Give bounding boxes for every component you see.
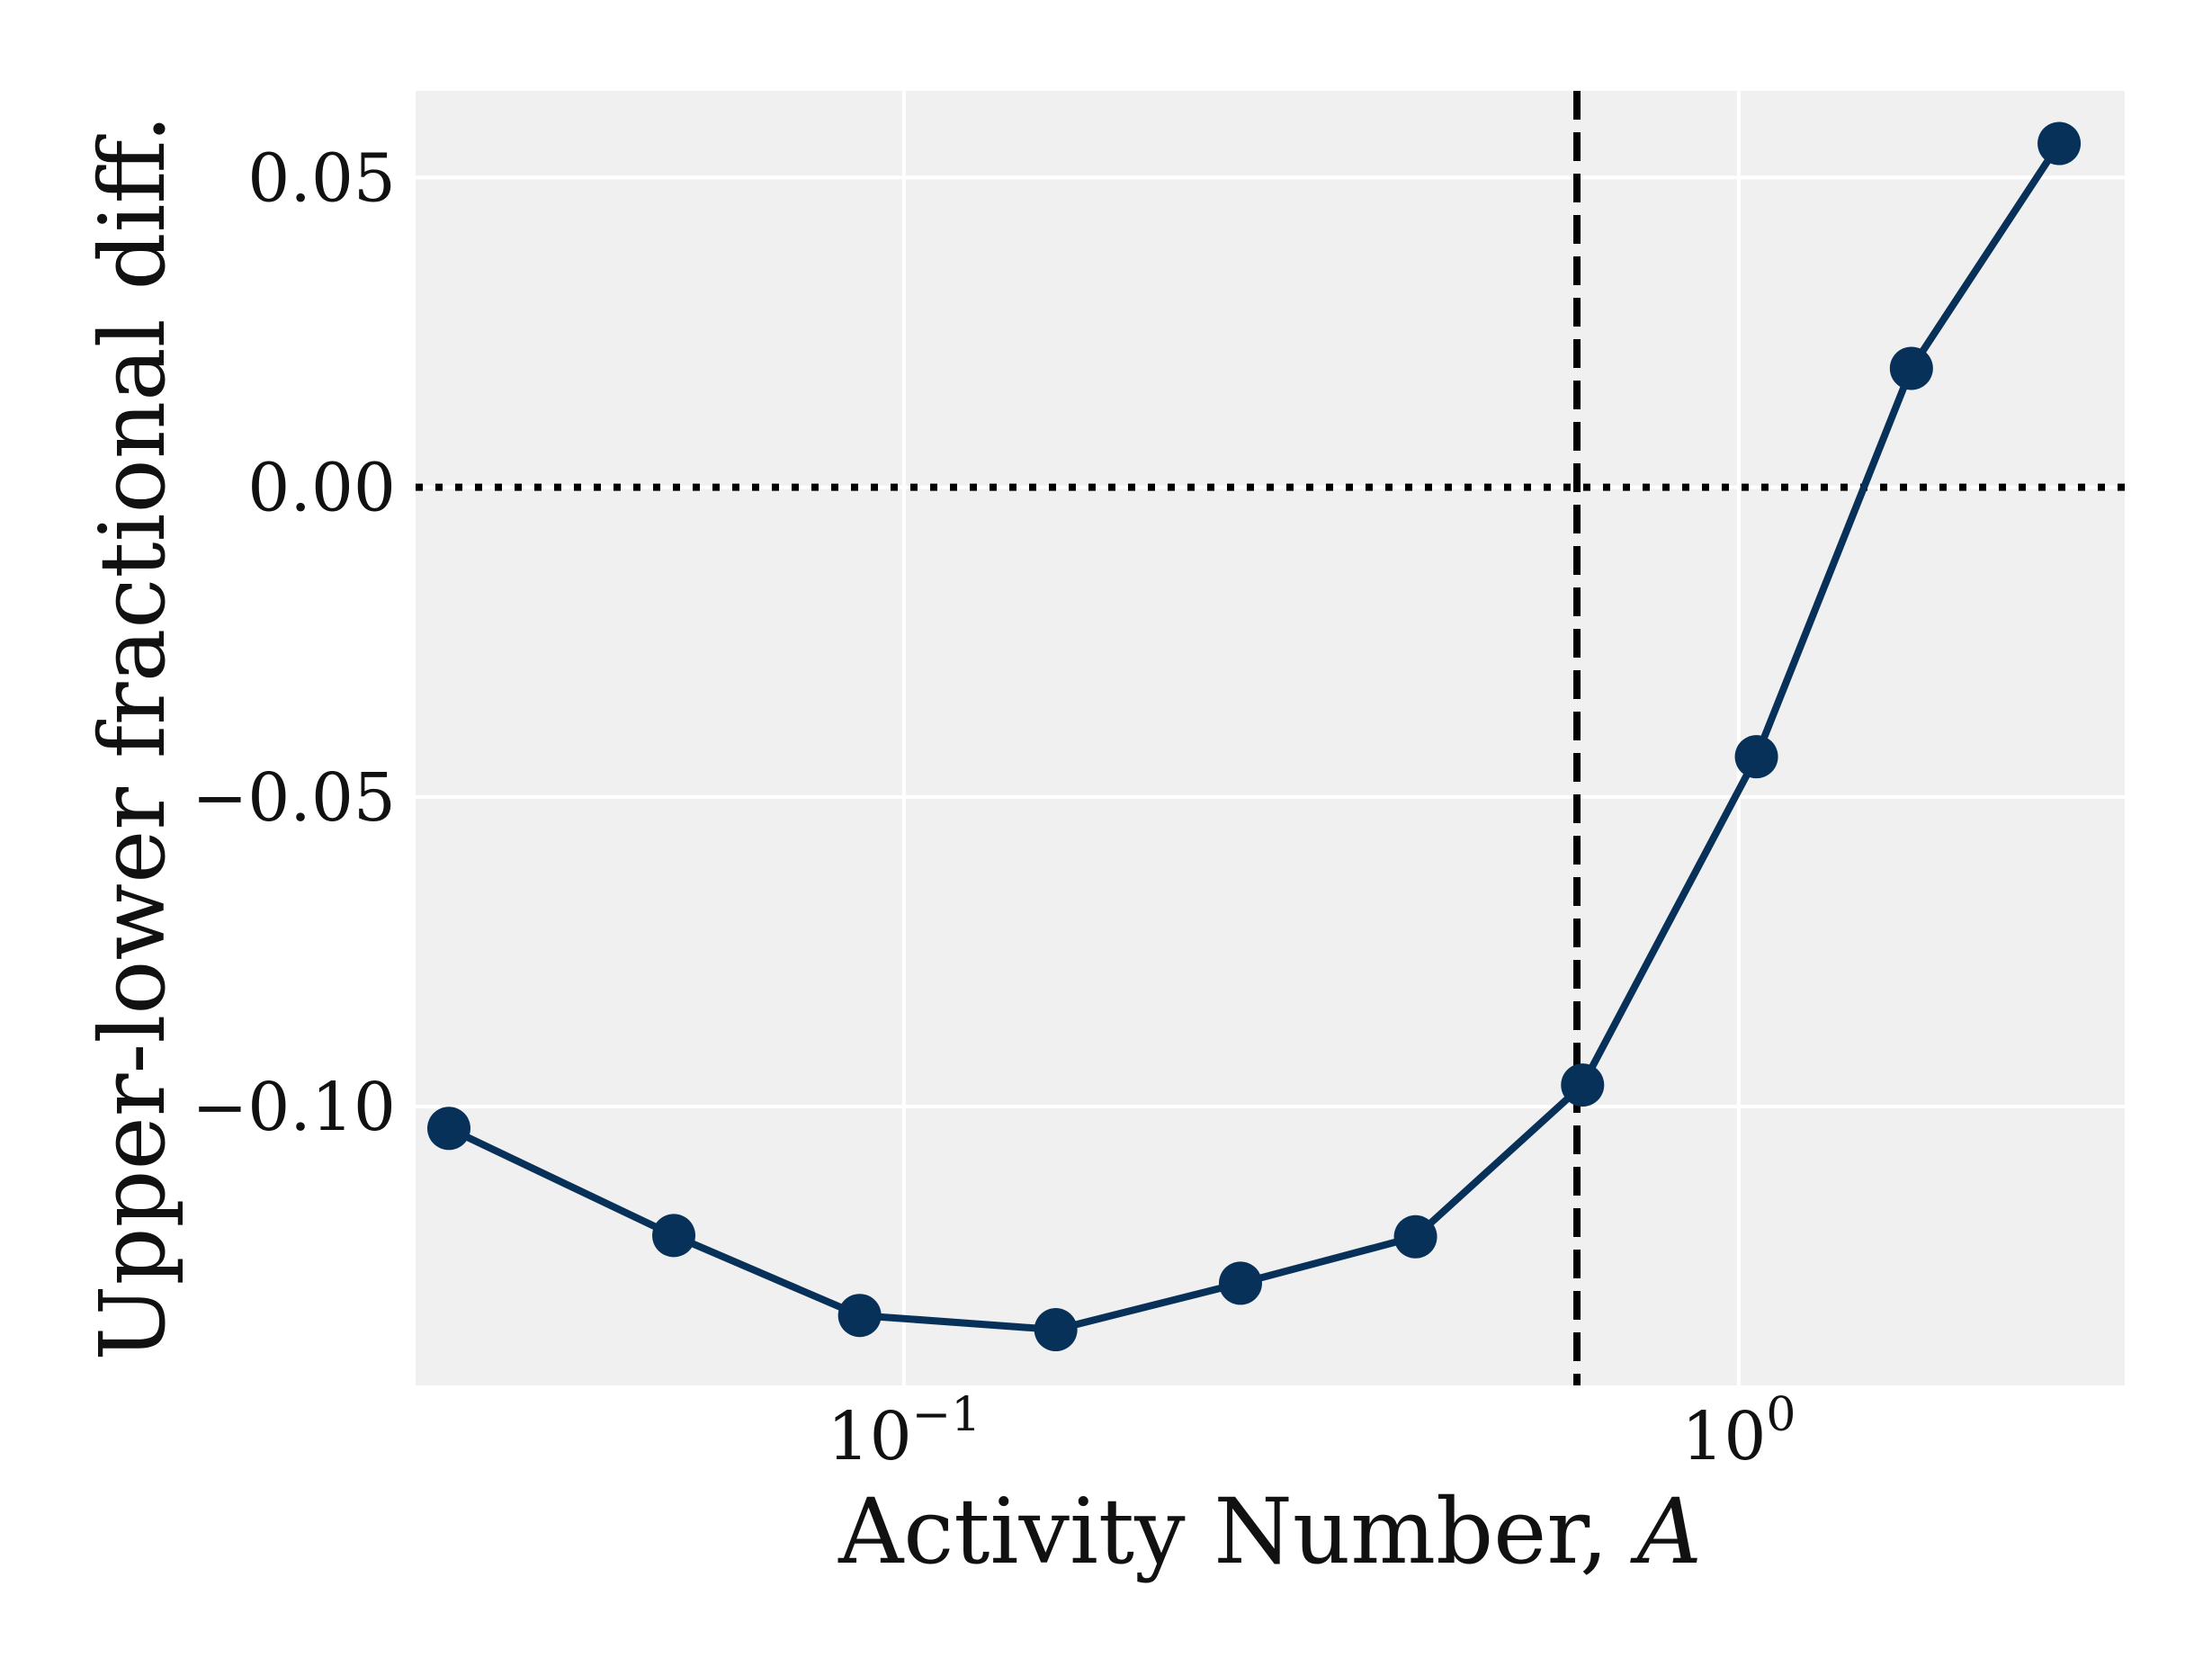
data-point [427,1107,471,1151]
y-tick-label: 0.00 [247,450,396,527]
y-axis-label: Upper-lower fractional diff. [80,114,185,1361]
x-axis-label: Activity Number, A [837,1479,1702,1584]
data-point [837,1294,882,1338]
data-point [1889,346,1933,390]
y-tick-labels: 0.05 0.00 −0.05 −0.10 [192,139,396,1146]
x-tick-label: 10−1 [827,1388,981,1475]
series [427,121,2082,1352]
y-tick-label: −0.05 [192,759,396,837]
x-tick-label: 100 [1681,1388,1796,1475]
series-line [447,141,2063,1333]
x-axis-label-text: Activity Number, [837,1479,1637,1584]
data-point [1034,1308,1078,1352]
data-point [1393,1214,1437,1259]
grid [416,91,2125,1385]
data-point [2037,121,2082,166]
reference-lines [416,91,2125,1385]
data-point [1734,735,1778,779]
data-point [1561,1063,1605,1107]
y-tick-label: −0.10 [192,1069,396,1146]
y-tick-label: 0.05 [247,139,396,217]
data-point [1218,1261,1262,1305]
x-axis-label-variable: A [1630,1479,1702,1584]
x-tick-labels: 10−1 100 [827,1388,1796,1475]
data-point [652,1214,696,1258]
plot-area [416,91,2125,1385]
